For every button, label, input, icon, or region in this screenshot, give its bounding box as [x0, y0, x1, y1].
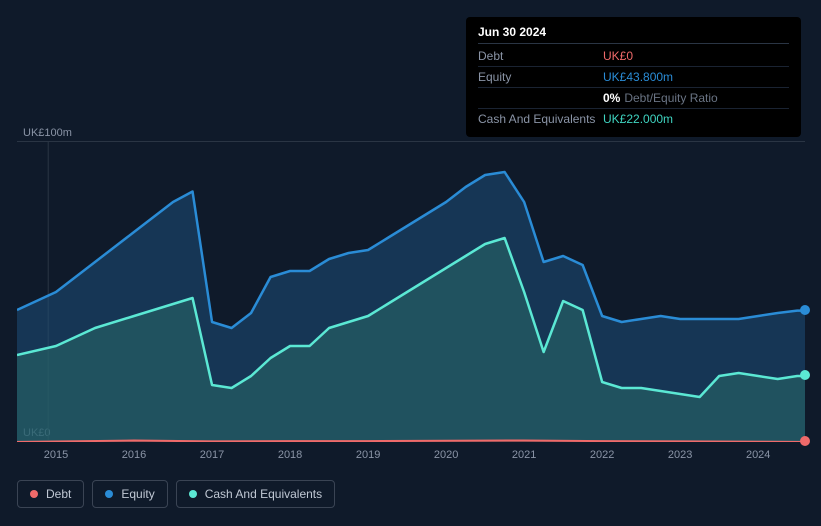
legend-dot-icon: [105, 490, 113, 498]
x-axis-tick: 2023: [668, 449, 692, 461]
tooltip-row: Cash And EquivalentsUK£22.000m: [478, 109, 789, 129]
x-axis-tick: 2017: [200, 449, 224, 461]
area-chart-svg: [17, 142, 805, 442]
chart-tooltip: Jun 30 2024 DebtUK£0EquityUK£43.800m0%De…: [466, 17, 801, 137]
legend-label: Equity: [121, 487, 154, 501]
tooltip-row-value: UK£22.000m: [603, 112, 673, 126]
tooltip-row: 0%Debt/Equity Ratio: [478, 88, 789, 109]
tooltip-row-value: UK£0: [603, 49, 633, 63]
tooltip-row-label: Equity: [478, 70, 603, 84]
legend-label: Debt: [46, 487, 71, 501]
x-axis-tick: 2015: [44, 449, 68, 461]
tooltip-row-value: UK£43.800m: [603, 70, 673, 84]
x-axis-tick: 2018: [278, 449, 302, 461]
x-axis-tick: 2024: [746, 449, 770, 461]
y-axis-max-label: UK£100m: [23, 127, 72, 139]
tooltip-row-value: 0%Debt/Equity Ratio: [603, 91, 718, 105]
chart-legend: Debt Equity Cash And Equivalents: [17, 480, 335, 508]
tooltip-date: Jun 30 2024: [478, 25, 789, 44]
series-end-marker: [800, 305, 810, 315]
tooltip-row: DebtUK£0: [478, 46, 789, 67]
chart-plot-area[interactable]: [17, 141, 805, 441]
legend-item[interactable]: Equity: [92, 480, 167, 508]
tooltip-row-label: Cash And Equivalents: [478, 112, 603, 126]
tooltip-row-label: Debt: [478, 49, 603, 63]
legend-label: Cash And Equivalents: [205, 487, 322, 501]
x-axis-tick: 2016: [122, 449, 146, 461]
tooltip-row: EquityUK£43.800m: [478, 67, 789, 88]
x-axis-tick: 2019: [356, 449, 380, 461]
series-end-marker: [800, 370, 810, 380]
legend-item[interactable]: Cash And Equivalents: [176, 480, 335, 508]
series-end-marker: [800, 436, 810, 446]
legend-dot-icon: [189, 490, 197, 498]
x-axis-tick: 2020: [434, 449, 458, 461]
x-axis-tick: 2021: [512, 449, 536, 461]
x-axis-tick: 2022: [590, 449, 614, 461]
tooltip-row-label: [478, 91, 603, 105]
legend-item[interactable]: Debt: [17, 480, 84, 508]
legend-dot-icon: [30, 490, 38, 498]
